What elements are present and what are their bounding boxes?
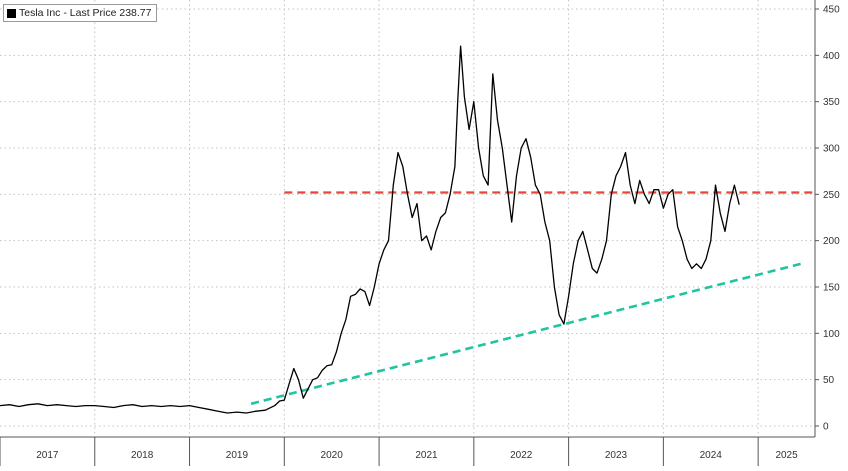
x-tick-label: 2018 bbox=[131, 450, 154, 461]
y-tick-label: 0 bbox=[823, 422, 829, 433]
x-tick-label: 2021 bbox=[415, 450, 438, 461]
grid-layer bbox=[0, 0, 815, 437]
price-series-line bbox=[0, 45, 740, 414]
y-tick-label: 350 bbox=[823, 97, 840, 108]
x-tick-label: 2025 bbox=[775, 450, 798, 461]
y-tick-label: 400 bbox=[823, 51, 840, 62]
series-layer bbox=[0, 45, 740, 414]
y-tick-label: 250 bbox=[823, 190, 840, 201]
x-tick-label: 2022 bbox=[510, 450, 533, 461]
annotation-layer bbox=[250, 191, 815, 406]
y-tick-label: 150 bbox=[823, 283, 840, 294]
legend-label: Tesla Inc - Last Price 238.77 bbox=[19, 7, 152, 19]
legend: Tesla Inc - Last Price 238.77 bbox=[3, 4, 157, 22]
y-tick-label: 50 bbox=[823, 375, 835, 386]
x-tick-label: 2020 bbox=[321, 450, 344, 461]
x-tick-label: 2023 bbox=[605, 450, 628, 461]
x-tick-label: 2024 bbox=[700, 450, 723, 461]
legend-swatch bbox=[7, 8, 16, 18]
x-tick-label: 2019 bbox=[226, 450, 249, 461]
y-tick-label: 300 bbox=[823, 144, 840, 155]
support-trendline bbox=[250, 262, 802, 406]
y-tick-label: 100 bbox=[823, 329, 840, 340]
y-tick-label: 200 bbox=[823, 236, 840, 247]
x-tick-label: 2017 bbox=[36, 450, 59, 461]
y-tick-label: 450 bbox=[823, 5, 840, 16]
